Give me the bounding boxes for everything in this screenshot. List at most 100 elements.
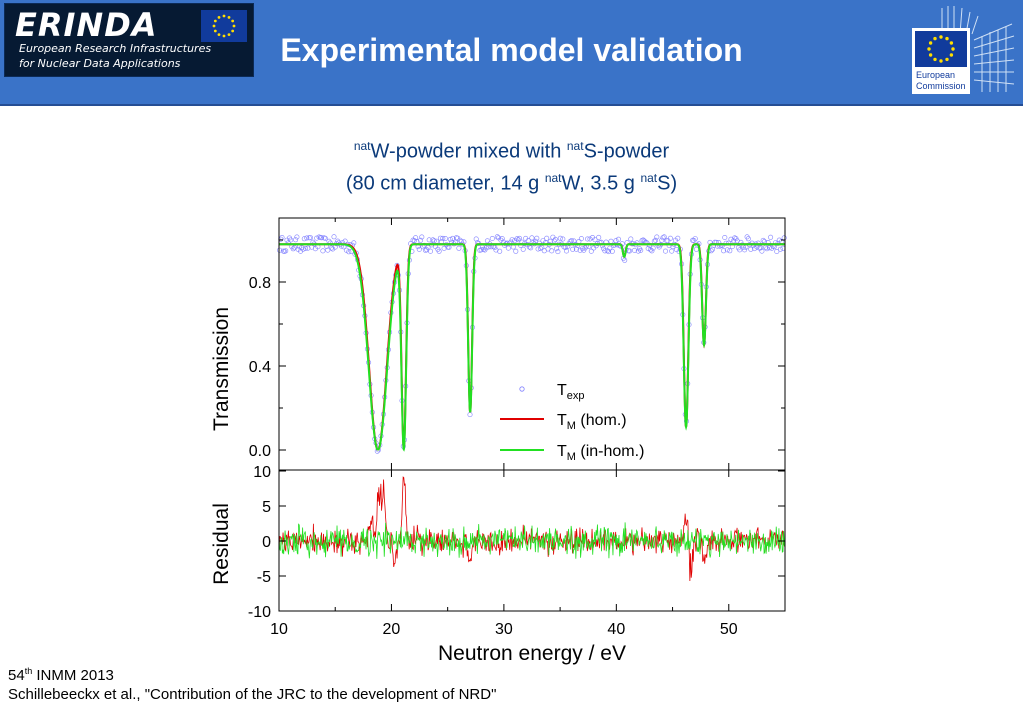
exp-point — [549, 248, 555, 254]
exp-point — [587, 236, 593, 242]
exp-point — [418, 237, 424, 243]
top-panel-ticks: 0.0 0.4 0.8 — [249, 239, 785, 460]
exp-point — [764, 246, 770, 252]
exp-point — [516, 235, 522, 241]
eu-star — [217, 15, 221, 19]
header-bar: ERINDA European Research Infrastructures… — [0, 0, 1023, 106]
exp-point — [675, 235, 681, 241]
exp-point — [351, 240, 357, 246]
exp-point — [494, 234, 500, 240]
legend-label: Texp — [557, 382, 585, 402]
exp-point — [596, 234, 602, 240]
exp-point — [288, 237, 294, 243]
eu-star — [222, 34, 226, 38]
exp-point — [650, 245, 656, 251]
eu-star — [945, 57, 949, 62]
eu-star — [231, 29, 235, 33]
x-tick-label: 10 — [270, 621, 288, 638]
exp-point — [562, 245, 568, 251]
erinda-subtitle-line1: European Research Infrastructures — [19, 42, 212, 55]
exp-point — [760, 237, 766, 243]
exp-point — [771, 244, 777, 250]
exp-point — [733, 236, 739, 242]
exp-point — [781, 235, 787, 241]
x-tick-label: 50 — [720, 621, 738, 638]
exp-point — [514, 236, 520, 242]
eu-star — [227, 33, 231, 37]
exp-point — [568, 238, 574, 244]
exp-point — [510, 244, 516, 250]
eu-star — [945, 36, 949, 41]
exp-point — [416, 246, 422, 252]
exp-point — [537, 246, 543, 252]
exp-point — [576, 239, 582, 245]
exp-point — [628, 236, 634, 242]
exp-point — [755, 240, 761, 246]
exp-point — [419, 234, 425, 240]
exp-point — [613, 238, 619, 244]
eu-star — [212, 24, 216, 28]
y-tick-label: -10 — [248, 604, 271, 621]
exp-point — [774, 249, 780, 255]
erinda-logo-word: ERINDA — [15, 6, 158, 44]
exp-point — [573, 246, 579, 252]
exp-point — [588, 248, 594, 254]
exp-point — [667, 235, 673, 241]
exp-point — [411, 238, 417, 244]
residual-hom-line — [278, 476, 786, 581]
bottom-y-axis-label: Residual — [210, 503, 233, 585]
exp-point — [293, 237, 299, 243]
exp-point — [539, 245, 545, 251]
exp-point — [560, 236, 566, 242]
y-tick-label: 0 — [262, 534, 271, 551]
exp-point — [525, 238, 531, 244]
exp-point — [520, 246, 526, 252]
subtitle-line2: (80 cm diameter, 14 g natW, 3.5 g natS) — [345, 170, 678, 195]
exp-point — [563, 248, 569, 254]
eu-star — [927, 47, 931, 51]
exp-point — [555, 249, 561, 255]
series-inhom-line — [279, 243, 785, 452]
exp-point — [307, 235, 313, 241]
exp-point — [489, 236, 495, 242]
exp-point — [513, 248, 519, 254]
exp-point — [426, 237, 432, 243]
exp-point — [607, 245, 613, 251]
exp-point — [331, 234, 337, 240]
exp-point — [528, 245, 534, 251]
exp-point — [534, 235, 540, 241]
legend-label: TM (hom.) — [557, 412, 627, 432]
exp-point — [299, 245, 305, 251]
exp-point — [493, 247, 499, 253]
exp-point — [492, 245, 498, 251]
y-tick-label: 5 — [262, 499, 271, 516]
exp-point — [557, 235, 563, 241]
exp-point — [319, 235, 325, 241]
exp-point — [638, 247, 644, 253]
exp-point — [660, 235, 666, 241]
exp-point — [302, 246, 308, 252]
exp-point — [631, 247, 637, 253]
footer-line2: Schillebeeckx et al., "Contribution of t… — [8, 686, 497, 703]
exp-point — [577, 247, 583, 253]
eu-star — [949, 53, 954, 57]
legend: Texp TM (hom.) TM (in-hom.) — [500, 382, 644, 463]
exp-point — [300, 246, 306, 252]
exp-point — [645, 246, 651, 252]
exp-point — [447, 236, 453, 242]
eu-flag-icon — [201, 10, 247, 42]
exp-point — [692, 236, 698, 242]
exp-point — [301, 236, 307, 242]
exp-point — [606, 249, 612, 255]
exp-point — [515, 237, 521, 243]
commission-badge: European Commission — [912, 28, 970, 94]
exp-point — [693, 246, 699, 252]
exp-point — [281, 249, 287, 255]
y-tick-label: 0.8 — [249, 275, 271, 292]
exp-point — [437, 235, 443, 241]
exp-point — [554, 246, 560, 252]
exp-point — [602, 248, 608, 254]
exp-point — [724, 247, 730, 253]
top-y-axis-label: Transmission — [210, 307, 233, 431]
legend-label: TM (in-hom.) — [557, 443, 644, 463]
